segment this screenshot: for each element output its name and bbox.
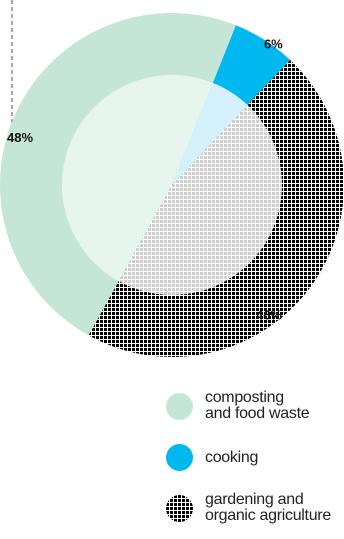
value-label-gardening: 46% <box>256 308 282 323</box>
legend-label-line: organic agriculture <box>205 507 331 524</box>
checker-swatch-icon <box>166 494 193 522</box>
legend-label-line: gardening and <box>205 491 304 508</box>
legend-label-cooking: cooking <box>205 448 259 466</box>
inner-slice-gardening <box>118 105 282 295</box>
legend-label-line: composting <box>205 389 284 406</box>
inner-slice-composting <box>62 75 213 282</box>
legend-label-gardening: gardening and organic agriculture <box>205 492 335 524</box>
legend-swatch-cooking <box>166 444 193 471</box>
legend-item-composting: composting and food waste <box>166 390 344 422</box>
legend: composting and food waste cooking garden… <box>166 390 344 524</box>
legend-label-composting: composting and food waste <box>205 390 335 422</box>
legend-label-line: cooking <box>205 448 259 466</box>
legend-swatch-composting <box>166 392 193 420</box>
inner-slice-cooking <box>172 82 248 185</box>
legend-swatch-gardening <box>166 494 193 522</box>
value-label-cooking: 6% <box>264 37 283 52</box>
legend-label-line: and food waste <box>205 405 310 422</box>
legend-item-cooking: cooking <box>166 444 344 471</box>
value-label-composting: 48% <box>7 130 33 145</box>
legend-item-gardening: gardening and organic agriculture <box>166 492 344 524</box>
